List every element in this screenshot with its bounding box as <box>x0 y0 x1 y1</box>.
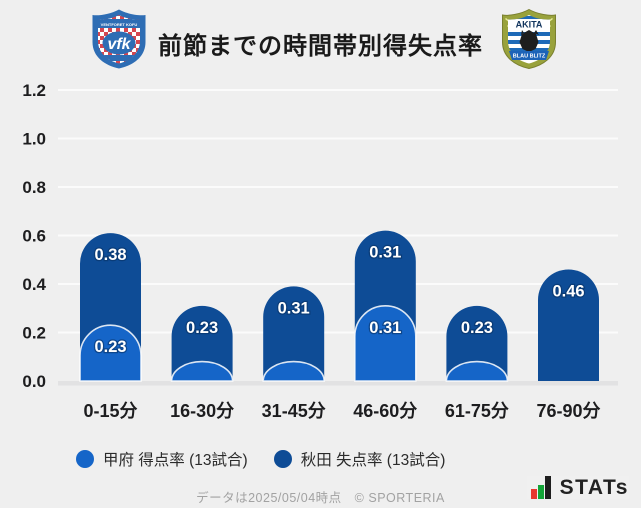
footer-note: データは2025/05/04時点 © SPORTERIA <box>196 491 445 505</box>
x-category-label: 46-60分 <box>353 401 417 421</box>
kofu-club-name: VENTFORET KOFU <box>101 22 138 27</box>
y-tick-label: 0.6 <box>22 227 46 246</box>
bar-segment-akita <box>538 269 599 381</box>
chart-area: 0.0 0.2 0.4 0.6 0.8 1.0 1.2 0.38 0.23 0-15分 0.23 16… <box>0 75 641 435</box>
kofu-top-band <box>98 19 140 28</box>
akita-club-name: AKITA <box>516 20 543 30</box>
stats-bars-icon <box>530 476 551 499</box>
kofu-bottom-band <box>98 55 140 61</box>
sporteria-stats-logo: STATs <box>526 476 629 499</box>
y-tick-label: 0.4 <box>22 275 46 294</box>
y-tick-label: 0.8 <box>22 178 46 197</box>
kofu-value-label: 0.23 <box>94 338 126 356</box>
bar-segment-kofu <box>262 360 326 382</box>
x-axis-baseline <box>58 381 618 386</box>
x-category-label: 0-15分 <box>83 401 137 421</box>
bar-segment-akita <box>171 305 233 381</box>
stats-logo-text: STATs <box>559 476 629 499</box>
legend-label-kofu: 甲府 得点率 (13試合) <box>103 452 248 469</box>
akita-series-dot-icon <box>273 450 292 468</box>
akita-value-label: 0.23 <box>186 319 218 337</box>
bar-segment-kofu <box>445 360 509 382</box>
legend-item-akita: 秋田 失点率 (13試合) <box>273 448 446 470</box>
akita-banner-text: BLAU BLITZ <box>513 54 546 60</box>
bar-segment-akita <box>446 305 508 381</box>
akita-banner <box>509 51 549 60</box>
x-category-label: 31-45分 <box>262 401 326 421</box>
x-category-label: 61-75分 <box>445 401 509 421</box>
akita-value-label: 0.23 <box>461 319 493 337</box>
legend-item-kofu: 甲府 得点率 (13試合) <box>76 448 248 470</box>
akita-value-label: 0.31 <box>369 244 401 262</box>
y-tick-label: 1.0 <box>22 130 46 149</box>
kofu-value-label: 0.31 <box>369 319 401 337</box>
kofu-center-oval <box>102 31 136 55</box>
bar-segment-kofu <box>170 360 234 382</box>
akita-value-label: 0.31 <box>278 299 310 317</box>
akita-value-label: 0.38 <box>94 246 126 264</box>
akita-creature-icon <box>519 30 539 52</box>
header: VENTFORET KOFU vfk 前節までの時間帯別得失点率 AKITA B… <box>0 0 641 75</box>
y-tick-label: 0.0 <box>22 372 46 391</box>
page-title: 前節までの時間帯別得失点率 <box>158 33 483 60</box>
y-tick-label: 1.2 <box>22 81 46 100</box>
bar-segment-akita <box>263 286 325 381</box>
x-category-label: 16-30分 <box>170 401 234 421</box>
x-category-label: 76-90分 <box>536 401 600 421</box>
bar-segment-kofu <box>354 305 417 382</box>
kofu-logo: VENTFORET KOFU vfk <box>92 9 146 69</box>
kofu-series-dot-icon <box>76 450 94 468</box>
chart-svg: 0.0 0.2 0.4 0.6 0.8 1.0 1.2 0.38 0.23 0-15分 0.23 16… <box>22 81 618 421</box>
legend: 甲府 得点率 (13試合) 秋田 失点率 (13試合) <box>76 448 445 470</box>
legend-label-akita: 秋田 失点率 (13試合) <box>300 452 446 469</box>
akita-top-band <box>508 19 550 29</box>
akita-logo: AKITA BLAU BLITZ <box>502 8 556 70</box>
kofu-initials: vfk <box>107 36 131 53</box>
y-tick-label: 0.2 <box>22 324 46 343</box>
akita-value-label: 0.46 <box>552 282 584 300</box>
bar-segment-kofu <box>79 324 142 382</box>
